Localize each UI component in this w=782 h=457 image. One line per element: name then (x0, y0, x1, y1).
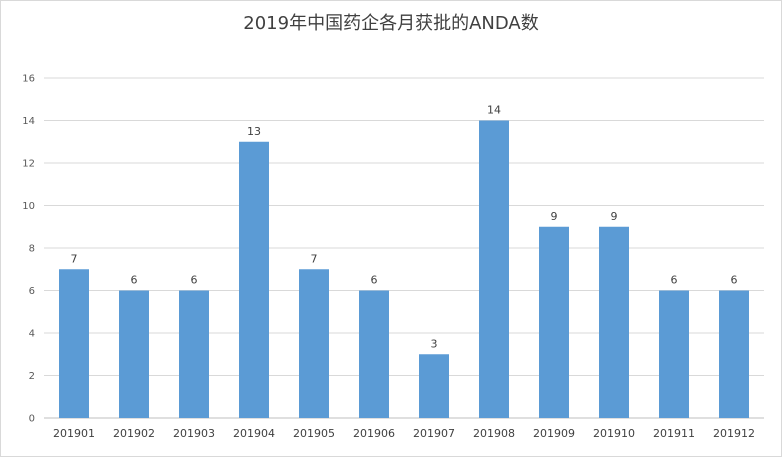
y-tick-label: 14 (22, 116, 35, 127)
bar (599, 226, 629, 418)
y-tick-label: 16 (22, 74, 35, 85)
gridlines (44, 77, 764, 419)
data-label: 6 (731, 274, 738, 287)
y-tick-label: 12 (22, 159, 35, 170)
data-label: 6 (671, 274, 678, 287)
x-tick-label: 201908 (473, 427, 515, 440)
bar (299, 269, 329, 418)
data-label: 9 (611, 210, 618, 223)
bar (539, 226, 569, 418)
y-tick-label: 2 (29, 371, 35, 382)
x-tick-label: 201910 (593, 427, 635, 440)
y-tick-label: 4 (29, 329, 35, 340)
bar (659, 290, 689, 418)
y-axis-ticks: 0 2 4 6 8 10 12 14 16 (22, 74, 35, 425)
x-tick-label: 201905 (293, 427, 335, 440)
bar (239, 141, 269, 418)
bars (59, 120, 749, 418)
bar (419, 354, 449, 418)
x-tick-label: 201911 (653, 427, 695, 440)
x-tick-label: 201912 (713, 427, 755, 440)
chart-title: 2019年中国药企各月获批的ANDA数 (243, 13, 539, 34)
bar (479, 120, 509, 418)
data-label: 3 (431, 337, 438, 350)
data-label: 7 (311, 252, 318, 265)
data-labels: 7 6 6 13 7 6 3 14 9 9 6 6 (71, 104, 738, 351)
data-label: 6 (371, 274, 378, 287)
x-tick-label: 201902 (113, 427, 155, 440)
x-tick-label: 201907 (413, 427, 455, 440)
y-tick-label: 8 (29, 244, 35, 255)
bar (179, 290, 209, 418)
x-tick-label: 201909 (533, 427, 575, 440)
y-tick-label: 6 (29, 286, 35, 297)
data-label: 9 (551, 210, 558, 223)
bar (119, 290, 149, 418)
data-label: 6 (131, 274, 138, 287)
data-label: 6 (191, 274, 198, 287)
x-axis-ticks: 201901 201902 201903 201904 201905 201906 2019… (53, 427, 755, 440)
x-tick-label: 201903 (173, 427, 215, 440)
y-tick-label: 0 (29, 414, 35, 425)
data-label: 7 (71, 252, 78, 265)
x-tick-label: 201901 (53, 427, 95, 440)
x-tick-label: 201906 (353, 427, 395, 440)
data-label: 13 (247, 125, 261, 138)
x-tick-label: 201904 (233, 427, 275, 440)
y-tick-label: 10 (22, 201, 35, 212)
bar (359, 290, 389, 418)
bar (719, 290, 749, 418)
data-label: 14 (487, 104, 501, 117)
bar (59, 269, 89, 418)
